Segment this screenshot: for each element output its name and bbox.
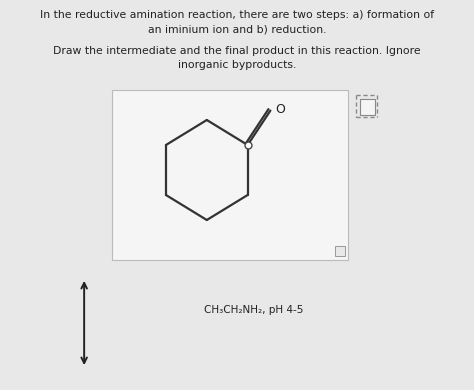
Text: In the reductive amination reaction, there are two steps: a) formation of: In the reductive amination reaction, the… <box>40 10 434 20</box>
Text: inorganic byproducts.: inorganic byproducts. <box>178 60 296 70</box>
Bar <box>112 90 348 260</box>
Text: an iminium ion and b) reduction.: an iminium ion and b) reduction. <box>148 24 326 34</box>
Text: Draw the intermediate and the final product in this reaction. Ignore: Draw the intermediate and the final prod… <box>53 46 421 56</box>
Bar <box>335 246 345 256</box>
Text: CH₃CH₂NH₂, pH 4-5: CH₃CH₂NH₂, pH 4-5 <box>204 305 304 315</box>
Bar <box>360 99 375 115</box>
Text: O: O <box>275 103 285 116</box>
